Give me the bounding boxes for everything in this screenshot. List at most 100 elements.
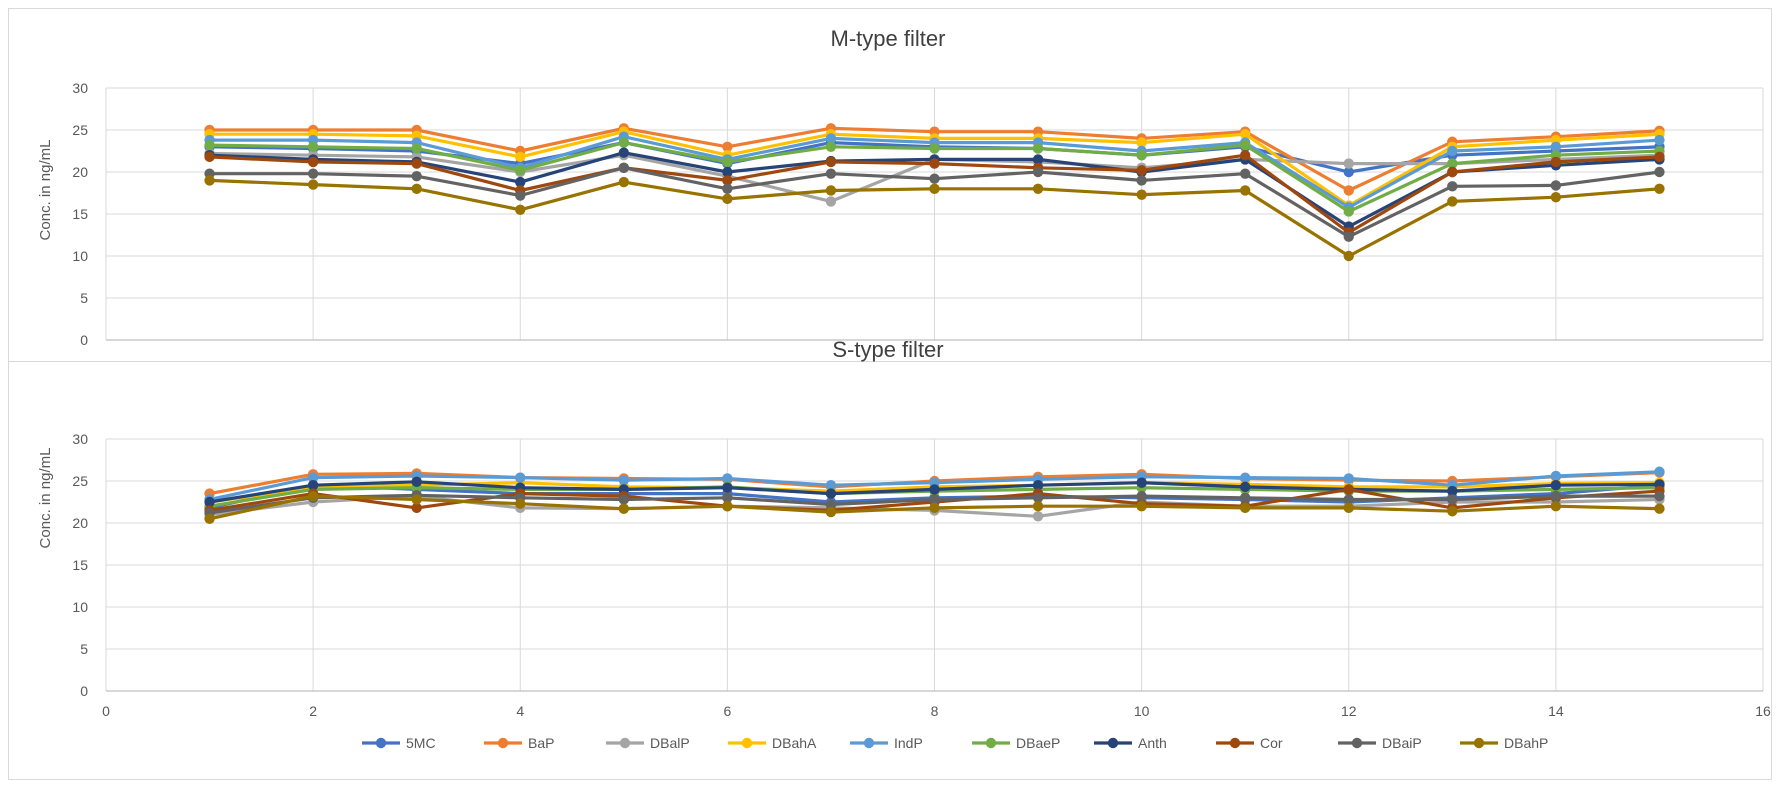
data-point-dbaip-m-type: [307, 168, 319, 179]
legend-marker-bap: [497, 737, 509, 749]
data-point-dbaip-s-type: [825, 499, 837, 510]
data-point-anth-s-type: [411, 476, 422, 488]
plot-area: 0 5 10 15 20 25 30 0 5 10 15 20 25 30 0 2 4 6 8 10 12 14 16: [72, 80, 1771, 719]
data-point-dbahp-s-type: [1032, 501, 1044, 512]
legend-label-dbaha: DBahA: [772, 735, 817, 751]
data-point-cor-m-type: [1239, 150, 1251, 161]
data-point-dbaep-m-type: [825, 141, 837, 152]
legend-label-dbahp: DBahP: [1504, 735, 1548, 751]
data-point-indp-s-type: [515, 472, 526, 483]
y-tick-label-m-type: 15: [72, 206, 88, 222]
x-tick-label-s-type: 8: [931, 703, 939, 719]
data-point-cor-m-type: [825, 156, 837, 168]
x-tick-label-s-type: 12: [1341, 703, 1357, 719]
legend-marker-indp: [863, 737, 875, 749]
data-point-indp-s-type: [307, 472, 319, 483]
data-point-dbalp-s-type: [1032, 511, 1044, 522]
legend-marker-dbaep: [985, 737, 997, 749]
data-point-dbahp-s-type: [1550, 501, 1562, 512]
data-point-dbaha-m-type: [1136, 137, 1147, 148]
data-point-dbaip-s-type: [1136, 490, 1147, 502]
data-point-indp-s-type: [1239, 472, 1251, 483]
data-point-cor-m-type: [411, 158, 422, 169]
data-point-dbahp-s-type: [515, 498, 526, 509]
legend-label-dbaip: DBaiP: [1382, 735, 1422, 751]
data-point-dbahp-m-type: [618, 176, 630, 188]
y-tick-label-s-type: 0: [80, 683, 88, 699]
legend-marker-dbahp: [1473, 737, 1485, 749]
data-point-dbaip-m-type: [1343, 231, 1354, 242]
data-point-dbaep-m-type: [515, 165, 526, 176]
chart-title-s-type: S-type filter: [832, 337, 943, 362]
data-point-anth-s-type: [1550, 480, 1562, 491]
data-point-anth-s-type: [929, 484, 940, 495]
data-point-dbaip-s-type: [1032, 492, 1044, 503]
data-point-dbalp-m-type: [825, 196, 837, 207]
data-point-anth-s-type: [825, 488, 837, 499]
data-point-dbaip-m-type: [1136, 175, 1147, 186]
data-point-dbaip-s-type: [1343, 494, 1354, 505]
data-point-dbaip-m-type: [1239, 168, 1251, 179]
data-point-indp-s-type: [825, 480, 837, 491]
y-tick-label-s-type: 5: [80, 641, 88, 657]
data-point-dbahp-m-type: [1550, 192, 1562, 203]
data-point-5mc-m-type: [1343, 166, 1354, 178]
data-point-dbaip-m-type: [1550, 180, 1562, 191]
data-point-dbaip-s-type: [1550, 490, 1562, 502]
data-point-anth-m-type: [515, 176, 526, 188]
y-axis-label-m-type: Conc. in ng/mL: [37, 140, 54, 241]
data-point-cor-m-type: [929, 158, 940, 169]
data-point-indp-m-type: [1654, 134, 1665, 146]
y-tick-label-s-type: 30: [72, 431, 88, 447]
data-point-dbahp-s-type: [1239, 502, 1251, 514]
data-point-dbaip-m-type: [1032, 166, 1044, 178]
data-point-cor-s-type: [411, 502, 422, 514]
data-point-dbaip-s-type: [1654, 490, 1665, 502]
data-point-indp-m-type: [1550, 141, 1562, 152]
data-point-anth-s-type: [1032, 480, 1044, 491]
x-tick-label-s-type: 4: [516, 703, 524, 719]
x-tick-label-s-type: 0: [102, 703, 110, 719]
data-point-indp-s-type: [1343, 473, 1354, 484]
legend-label-5mc: 5MC: [406, 735, 436, 751]
data-point-dbaha-m-type: [1239, 129, 1251, 140]
data-point-dbahp-s-type: [722, 501, 733, 512]
data-point-indp-s-type: [722, 473, 733, 484]
data-point-dbahp-m-type: [1447, 196, 1458, 207]
data-point-dbahp-m-type: [204, 175, 215, 186]
data-point-dbaip-m-type: [929, 173, 940, 184]
data-point-dbaep-m-type: [307, 141, 319, 152]
data-point-dbalp-m-type: [1343, 158, 1354, 169]
data-point-anth-s-type: [722, 482, 733, 493]
data-point-dbahp-m-type: [307, 179, 319, 190]
data-point-anth-s-type: [1239, 481, 1251, 493]
legend-marker-cor: [1229, 737, 1241, 749]
data-point-dbahp-m-type: [515, 204, 526, 215]
data-point-dbaep-m-type: [411, 143, 422, 154]
legend-label-dbalp: DBalP: [650, 735, 690, 751]
data-point-indp-s-type: [618, 474, 630, 486]
data-point-dbaip-s-type: [618, 494, 630, 505]
data-point-cor-m-type: [1136, 165, 1147, 176]
data-point-cor-m-type: [1550, 156, 1562, 168]
data-point-dbahp-s-type: [618, 503, 630, 514]
data-point-dbaep-m-type: [1447, 158, 1458, 169]
y-tick-label-m-type: 5: [80, 290, 88, 306]
data-point-dbahp-s-type: [411, 494, 422, 505]
data-point-dbaep-m-type: [1032, 143, 1044, 154]
legend-label-cor: Cor: [1260, 735, 1283, 751]
legend-label-bap: BaP: [528, 735, 554, 751]
data-point-dbahp-m-type: [1343, 250, 1354, 262]
data-point-indp-m-type: [1447, 145, 1458, 157]
data-point-dbaip-m-type: [722, 183, 733, 194]
legend-marker-anth: [1107, 737, 1119, 749]
data-point-dbahp-s-type: [1136, 501, 1147, 512]
legend-label-indp: IndP: [894, 735, 923, 751]
data-point-dbahp-s-type: [307, 490, 319, 502]
x-tick-label-s-type: 16: [1755, 703, 1771, 719]
data-point-dbaep-m-type: [618, 137, 630, 148]
legend-label-dbaep: DBaeP: [1016, 735, 1060, 751]
data-point-dbahp-m-type: [1239, 185, 1251, 196]
data-point-dbahp-s-type: [1654, 503, 1665, 514]
